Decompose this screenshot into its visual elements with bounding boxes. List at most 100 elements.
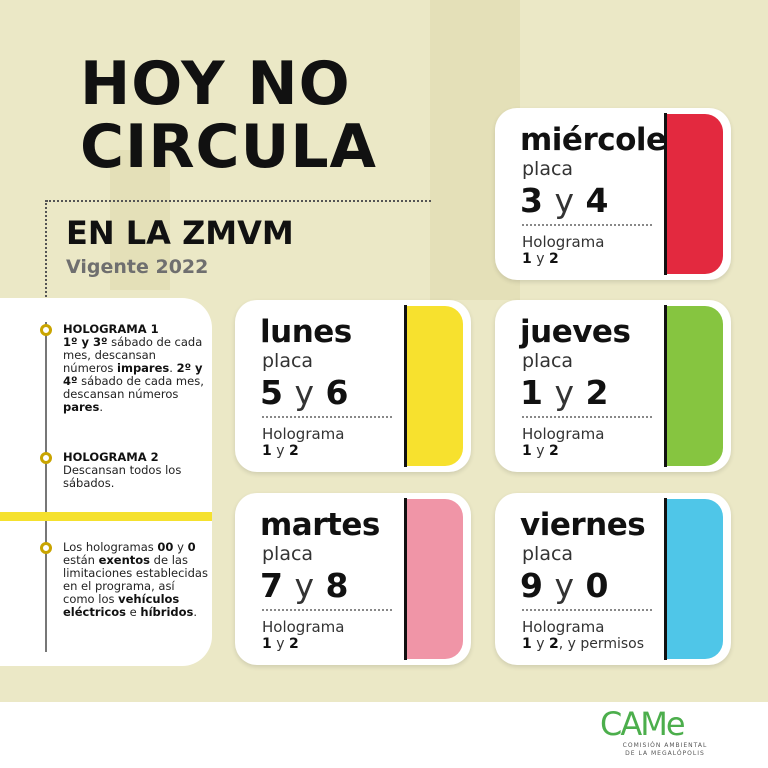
- dotted-divider: [262, 416, 392, 418]
- day-card-lunes: lunes placa 5 y 6 Holograma 1 y 2: [235, 300, 471, 472]
- hologram-number: 1: [522, 251, 532, 267]
- note-text: .: [169, 361, 177, 375]
- hologram-label: Holograma: [522, 618, 605, 636]
- note-hologram-1: HOLOGRAMA 1 1º y 3º sábado de cada mes, d…: [63, 323, 208, 414]
- note-exemptions: Los hologramas 00 y 0 están exentos de l…: [63, 541, 208, 619]
- notes-panel: [0, 298, 212, 666]
- card-divider: [664, 498, 667, 660]
- note-text: de las limitaciones establecidas en el p…: [63, 553, 208, 606]
- dotted-divider: [46, 200, 431, 202]
- note-text: .: [99, 400, 103, 414]
- card-divider: [664, 113, 667, 275]
- hologram-number: 1: [522, 636, 532, 652]
- bullet-icon: [40, 324, 52, 336]
- org-name: COMISIÓN AMBIENTAL DE LA MEGALÓPOLIS: [600, 742, 730, 758]
- dotted-divider: [522, 416, 652, 418]
- hologram-number: 2: [548, 636, 559, 652]
- conjunction: y: [554, 373, 574, 412]
- day-card-viernes: viernes placa 9 y 0 Holograma 1 y 2, y p…: [495, 493, 731, 665]
- hologram-number: 1: [522, 443, 532, 459]
- day-card-martes: martes placa 7 y 8 Holograma 1 y 2: [235, 493, 471, 665]
- plate-number: 1: [520, 373, 543, 412]
- plate-number: 9: [520, 566, 543, 605]
- note-text: pares: [63, 400, 100, 414]
- hologram-values: 1 y 2: [262, 636, 299, 652]
- plate-number: 4: [585, 181, 609, 220]
- yellow-band: [0, 512, 212, 521]
- plate-number: 2: [585, 373, 609, 412]
- color-tab: [407, 499, 463, 659]
- day-name: lunes: [260, 314, 352, 350]
- note-text: están: [63, 553, 99, 567]
- hologram-number: 2: [288, 443, 299, 459]
- note-text: híbridos: [140, 605, 194, 619]
- plate-numbers: 9 y 0: [520, 566, 608, 605]
- card-divider: [404, 498, 407, 660]
- hologram-number: 2: [548, 251, 559, 267]
- note-text: exentos: [98, 553, 151, 567]
- plate-number: 7: [260, 566, 283, 605]
- page-title-line1: HOY NO: [80, 49, 351, 119]
- hologram-label: Holograma: [522, 425, 605, 443]
- note-hologram-2: HOLOGRAMA 2 Descansan todos los sábados.: [63, 451, 208, 490]
- conjunction: y: [294, 373, 314, 412]
- plate-label: placa: [522, 350, 574, 372]
- day-name: martes: [260, 507, 380, 543]
- page-title-line2: CIRCULA: [80, 112, 377, 182]
- note-title: HOLOGRAMA 1: [63, 322, 159, 336]
- dotted-divider: [522, 224, 652, 226]
- conjunction: y: [554, 566, 574, 605]
- note-text: vehículos eléctricos: [63, 592, 180, 619]
- plate-numbers: 1 y 2: [520, 373, 608, 412]
- color-tab: [667, 114, 723, 274]
- note-text: 00: [157, 540, 174, 554]
- hologram-values: 1 y 2: [522, 443, 559, 459]
- day-name: jueves: [520, 314, 631, 350]
- hologram-label: Holograma: [522, 233, 605, 251]
- subtitle: EN LA ZMVM: [66, 214, 294, 252]
- conjunction: y: [531, 443, 549, 459]
- note-text: impares: [117, 361, 170, 375]
- came-logo: CAMe: [600, 705, 686, 743]
- plate-label: placa: [262, 543, 314, 565]
- hologram-values: 1 y 2: [262, 443, 299, 459]
- conjunction: y: [271, 443, 289, 459]
- plate-label: placa: [522, 543, 574, 565]
- hologram-extra: , y permisos: [558, 636, 645, 652]
- plate-number: 5: [260, 373, 283, 412]
- hologram-number: 1: [262, 636, 272, 652]
- bullet-icon: [40, 452, 52, 464]
- note-text: sábado de cada mes, descansan números: [63, 335, 203, 375]
- note-text: 0: [187, 540, 196, 554]
- card-divider: [664, 305, 667, 467]
- conjunction: y: [554, 181, 574, 220]
- note-text: .: [193, 605, 198, 619]
- background-building: [110, 150, 170, 290]
- plate-numbers: 3 y 4: [520, 181, 608, 220]
- conjunction: y: [271, 636, 289, 652]
- conjunction: y: [294, 566, 314, 605]
- dotted-divider: [45, 200, 47, 320]
- dotted-divider: [262, 609, 392, 611]
- day-card-jueves: jueves placa 1 y 2 Holograma 1 y 2: [495, 300, 731, 472]
- conjunction: y: [531, 636, 549, 652]
- day-card-miércoles: miércoles placa 3 y 4 Holograma 1 y 2: [495, 108, 731, 280]
- note-text: 2º y 4º: [63, 361, 203, 388]
- hologram-number: 2: [288, 636, 299, 652]
- color-tab: [667, 306, 723, 466]
- plate-numbers: 5 y 6: [260, 373, 348, 412]
- hologram-label: Holograma: [262, 425, 345, 443]
- plate-number: 3: [520, 181, 543, 220]
- day-name: viernes: [520, 507, 646, 543]
- note-text: e: [126, 605, 141, 619]
- dotted-divider: [522, 609, 652, 611]
- plate-label: placa: [262, 350, 314, 372]
- hologram-values: 1 y 2, y permisos: [522, 636, 644, 652]
- hologram-number: 1: [262, 443, 272, 459]
- org-line2: DE LA MEGALÓPOLIS: [625, 750, 705, 757]
- note-text: Descansan todos los sábados.: [63, 463, 182, 490]
- note-title: HOLOGRAMA 2: [63, 450, 159, 464]
- day-name: miércoles: [520, 122, 685, 158]
- color-tab: [407, 306, 463, 466]
- conjunction: y: [531, 251, 549, 267]
